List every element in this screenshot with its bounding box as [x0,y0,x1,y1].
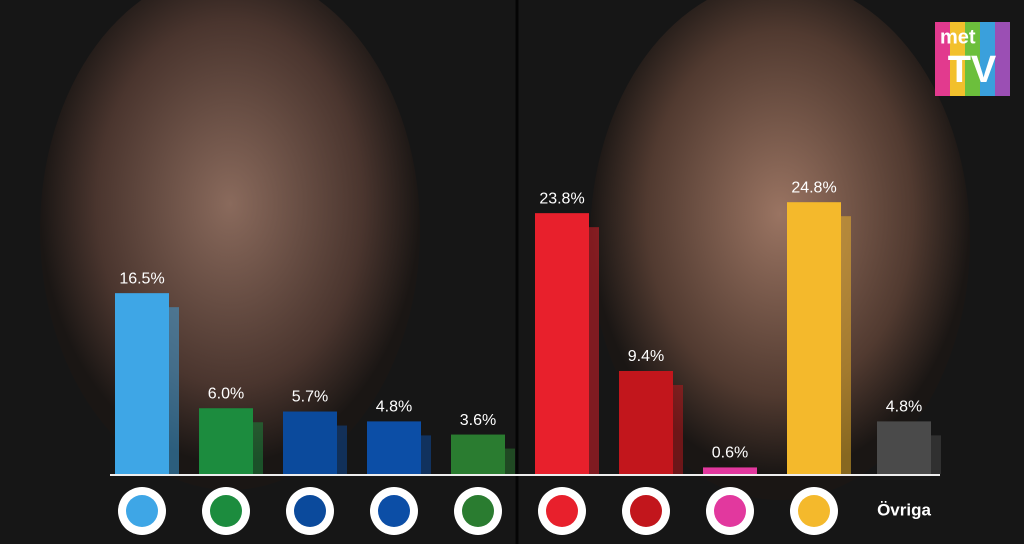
logo-text: TV [948,49,997,91]
party-logo-mark [462,495,494,527]
value-label: 24.8% [791,179,836,196]
bar [787,202,841,474]
logo-stripe [965,22,980,96]
x-tick-label: Övriga [877,500,931,519]
party-logo-mark [546,495,578,527]
bar [367,421,421,474]
bar [877,421,931,474]
logo-stripe [950,22,965,96]
value-label: 6.0% [208,385,244,402]
bar [115,293,169,474]
value-label: 9.4% [628,348,664,365]
party-logo-mark [798,495,830,527]
value-label: 4.8% [886,399,922,416]
party-logo-mark [630,495,662,527]
party-logo-mark [210,495,242,527]
bar [619,370,673,474]
bar [703,467,757,474]
party-logo-mark [714,495,746,527]
party-logo-mark [378,495,410,527]
logo-text: met [940,26,976,48]
photo-right [590,0,970,500]
bar [199,408,253,474]
value-label: 16.5% [119,270,164,287]
logo-stripe [980,22,995,96]
bar [535,213,589,475]
value-label: 23.8% [539,190,584,207]
value-label: 4.8% [376,399,412,416]
value-label: 3.6% [460,412,496,429]
logo: met TV [935,22,1010,96]
value-label: 0.6% [712,445,748,462]
bar [283,411,337,474]
party-logo-mark [294,495,326,527]
party-logo-mark [126,495,158,527]
logo-stripe [935,22,950,96]
value-label: 5.7% [292,389,328,406]
bar [451,434,505,474]
logo-stripe [995,22,1010,96]
